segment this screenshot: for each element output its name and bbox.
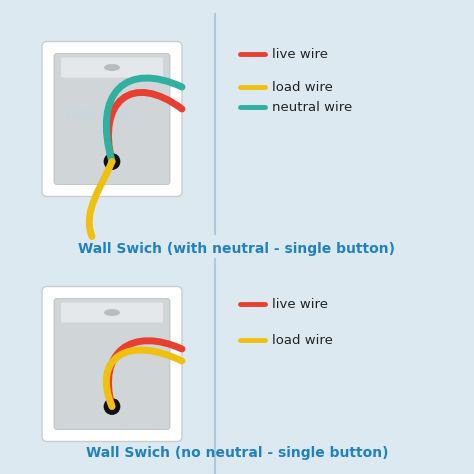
Text: Wall Swich (no neutral - single button): Wall Swich (no neutral - single button) [86,446,388,460]
FancyBboxPatch shape [42,286,182,441]
FancyBboxPatch shape [61,302,163,322]
Text: neutral wire: neutral wire [272,100,352,113]
Ellipse shape [104,64,120,71]
Circle shape [104,399,120,414]
Text: load wire: load wire [272,81,333,93]
Text: live wire: live wire [272,298,328,310]
Circle shape [104,154,120,170]
Text: HIKELIGHT: HIKELIGHT [64,108,139,120]
Text: load wire: load wire [272,334,333,346]
FancyBboxPatch shape [61,57,163,78]
FancyBboxPatch shape [54,299,170,429]
Text: live wire: live wire [272,47,328,61]
FancyBboxPatch shape [54,54,170,184]
Text: Wall Swich (with neutral - single button): Wall Swich (with neutral - single button… [79,242,395,256]
Ellipse shape [104,309,120,316]
FancyBboxPatch shape [42,42,182,197]
